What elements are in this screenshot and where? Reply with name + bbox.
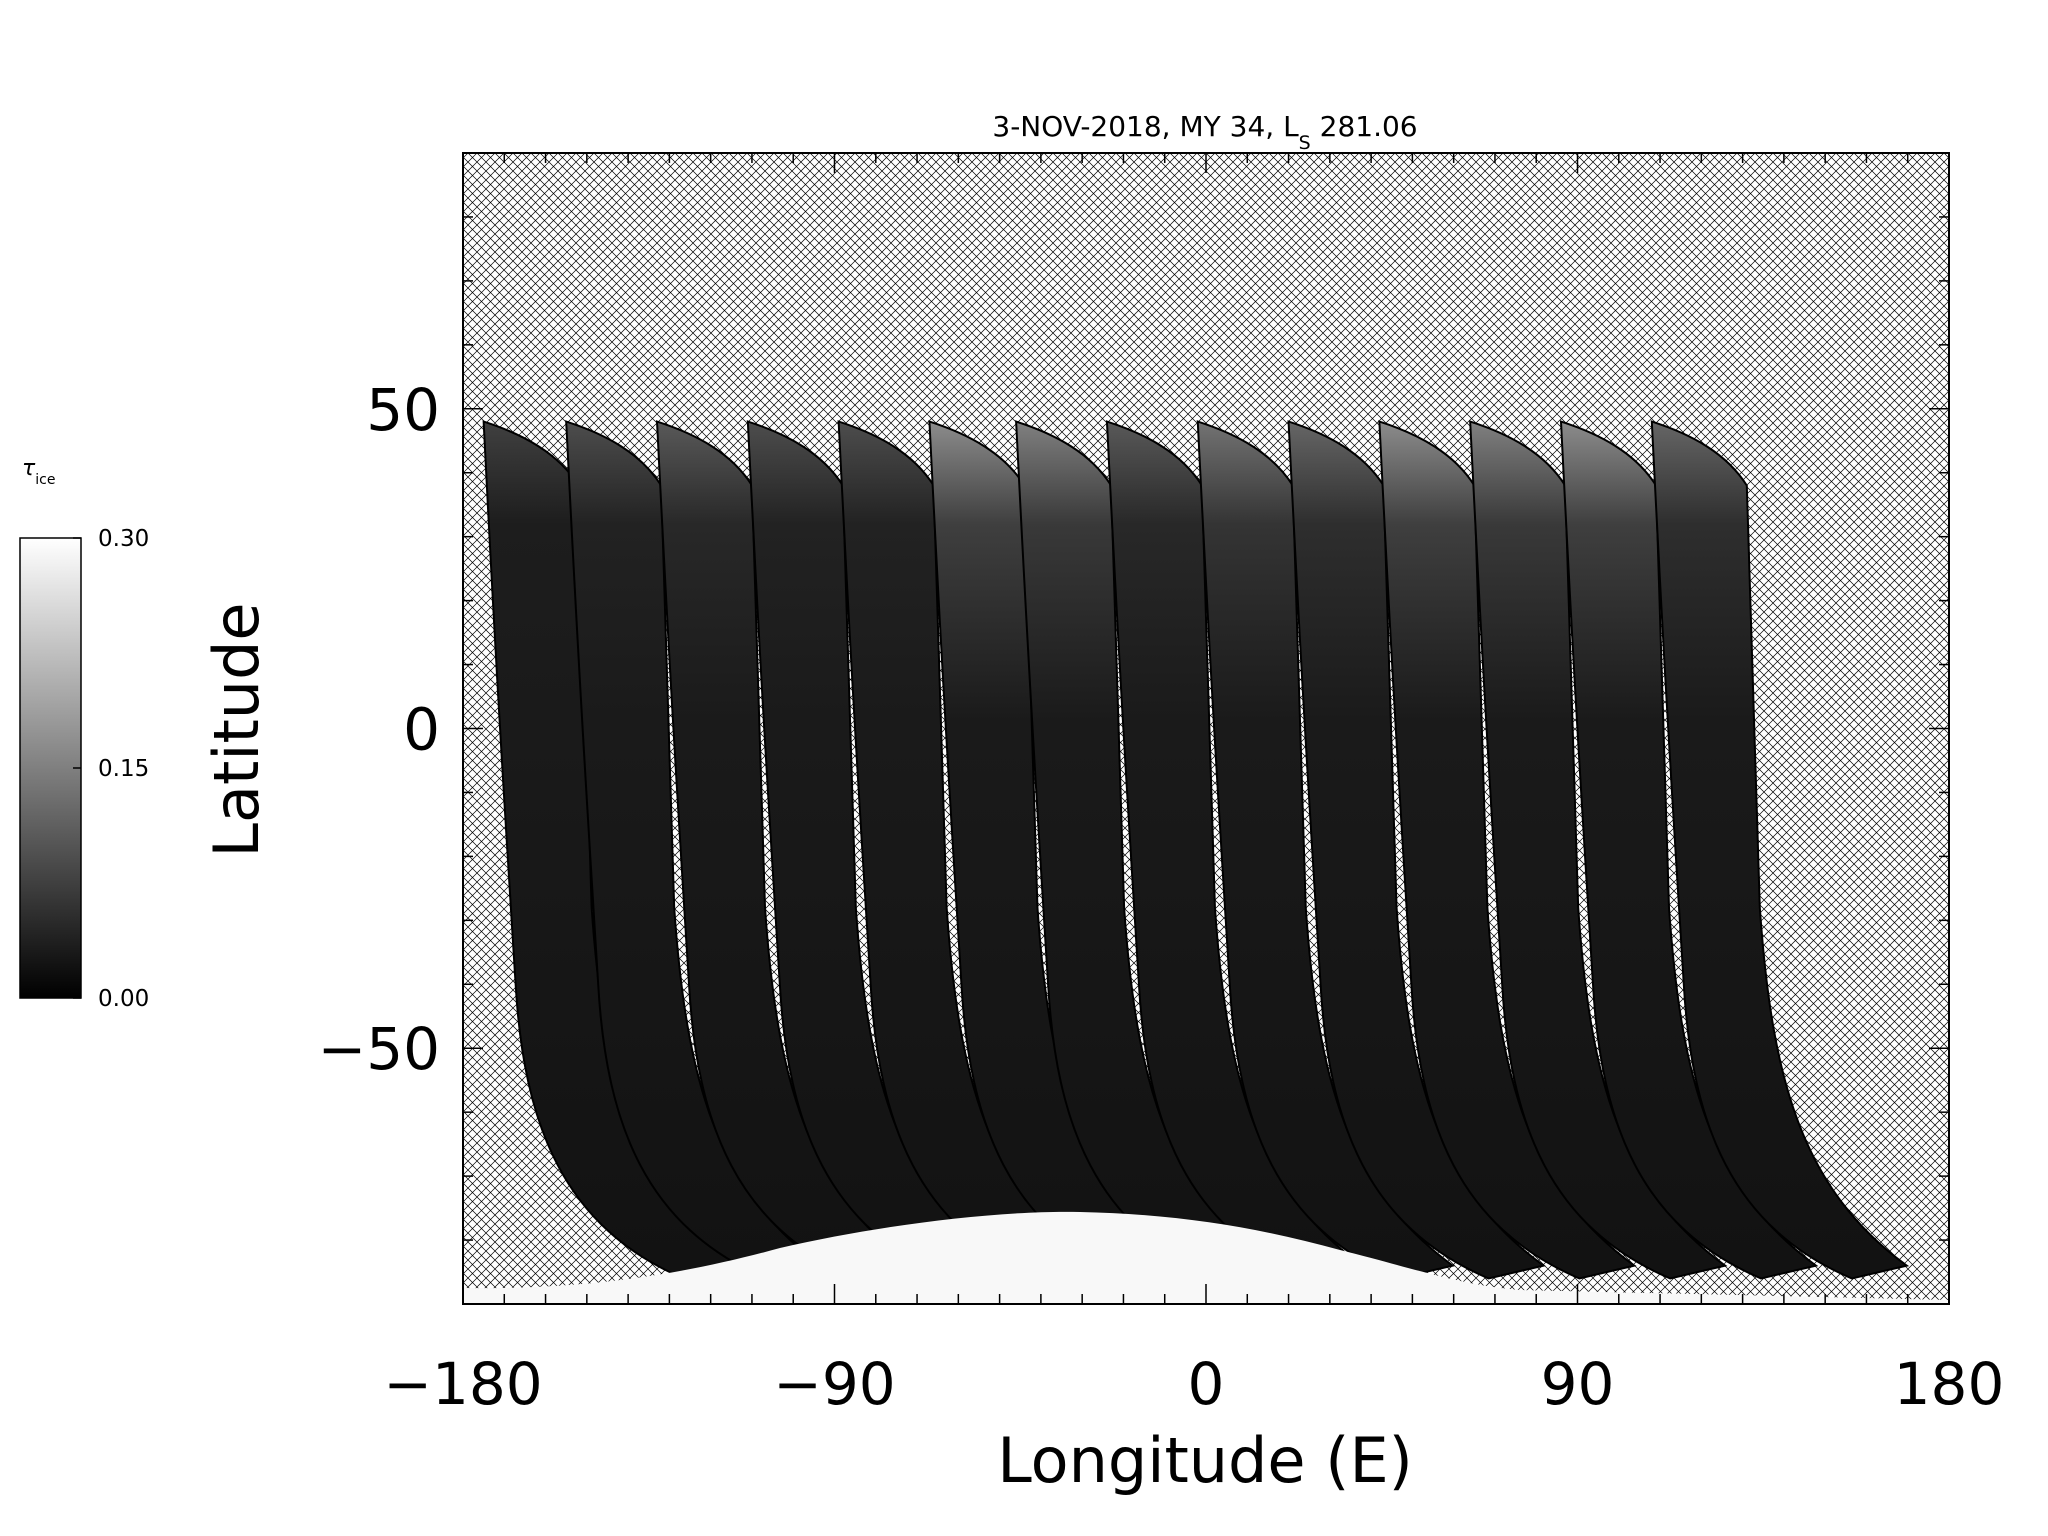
orbit-swath <box>482 420 741 1280</box>
colorbar-label-sub: ice <box>35 472 55 488</box>
x-tick-label: −90 <box>773 1350 895 1418</box>
chart-title-sub: S <box>1299 132 1311 154</box>
colorbar-tick-label: 0.00 <box>98 986 149 1012</box>
x-tick-label: −180 <box>383 1350 542 1418</box>
colorbar-tick-label: 0.15 <box>98 756 149 782</box>
y-tick-label: −50 <box>318 1015 440 1083</box>
x-axis-label: Longitude (E) <box>997 1424 1413 1497</box>
observation-swaths <box>482 420 1910 1280</box>
y-tick-label: 0 <box>403 696 440 764</box>
x-tick-label: 180 <box>1894 1350 2005 1418</box>
colorbar-gradient <box>19 537 82 999</box>
orbit-swath <box>1378 420 1637 1280</box>
orbit-swath <box>655 420 915 1280</box>
colorbar-label: τice <box>22 456 55 488</box>
y-tick-label: 50 <box>366 376 440 444</box>
orbit-swath <box>1650 420 1910 1280</box>
chart-title-value: 281.06 <box>1311 110 1418 143</box>
orbit-swath <box>1287 420 1546 1280</box>
chart-title-main: 3-NOV-2018, MY 34, L <box>992 110 1299 143</box>
y-axis-label: Latitude <box>200 602 273 857</box>
y-axis: −50 0 50 <box>318 152 1949 1305</box>
chart-title: 3-NOV-2018, MY 34, LS 281.06 <box>992 110 1417 154</box>
colorbar-ticks: 0.00 0.15 0.30 <box>73 526 149 1012</box>
orbit-swath <box>565 420 824 1280</box>
x-axis: −180 −90 0 90 180 <box>383 153 2004 1418</box>
south-polar-cloud <box>463 1211 1949 1304</box>
colorbar-tick-label: 0.30 <box>98 526 149 552</box>
x-tick-label: 0 <box>1188 1350 1225 1418</box>
orbit-swath <box>1559 420 1819 1280</box>
colorbar: τice 0.00 0.15 0.30 <box>19 456 149 1012</box>
orbit-swath <box>1469 420 1728 1280</box>
colorbar-label-symbol: τ <box>22 456 36 481</box>
x-tick-label: 90 <box>1541 1350 1615 1418</box>
plot-area <box>463 153 1949 1304</box>
orbit-swath <box>1196 420 1456 1280</box>
